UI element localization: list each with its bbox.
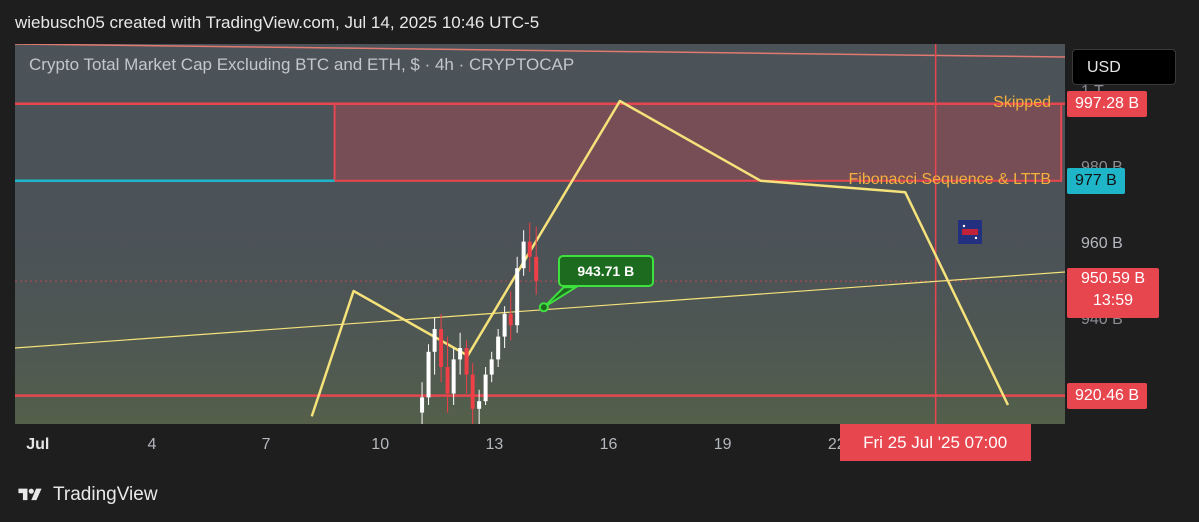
annotation-skipped: Skipped	[993, 93, 1051, 111]
candle-body-9	[477, 401, 482, 409]
tradingview-brand: TradingView	[53, 484, 158, 505]
candle-body-6	[458, 348, 463, 360]
top-trend-line	[15, 44, 1065, 58]
candle-body-13	[502, 313, 507, 337]
last-price-value: 950.59 B	[1080, 270, 1146, 288]
chart-area[interactable]: Crypto Total Market Cap Excluding BTC an…	[15, 44, 1065, 467]
x-tick-label: 10	[371, 436, 390, 453]
y-tick-label: 960 B	[1081, 235, 1123, 253]
candle-body-15	[515, 268, 520, 326]
cursor-time-label: Fri 25 Jul '25 07:00	[839, 424, 1031, 461]
candle-body-14	[508, 313, 513, 326]
flag-icon[interactable]	[958, 220, 982, 244]
x-tick-label: Jul	[26, 436, 50, 453]
candle-body-12	[496, 336, 501, 360]
price-tag-997: 997.28 B	[1067, 90, 1148, 117]
chart-title: Crypto Total Market Cap Excluding BTC an…	[29, 55, 575, 74]
candle-body-8	[470, 374, 475, 409]
price-tag-920: 920.46 B	[1067, 382, 1148, 409]
chart-header: wiebusch05 created with TradingView.com,…	[15, 13, 540, 32]
price-callout[interactable]: 943.71 B	[557, 255, 654, 288]
callout-anchor-point	[538, 302, 549, 313]
annotation-fibonacci: Fibonacci Sequence & LTTB	[848, 170, 1051, 188]
candle-body-11	[489, 359, 494, 375]
candle-body-2	[432, 329, 437, 352]
x-tick-label: 13	[485, 436, 504, 453]
candle-body-18	[534, 256, 539, 282]
callout-pointer	[543, 286, 580, 309]
x-tick-label: 16	[599, 436, 618, 453]
projection-path	[310, 99, 1010, 417]
last-price-tag: 950.59 B 13:59	[1067, 268, 1159, 319]
candle-body-5	[451, 359, 456, 394]
candle-body-1	[426, 351, 431, 398]
currency-button[interactable]: USD	[1072, 49, 1176, 85]
candle-body-4	[445, 367, 450, 394]
countdown-timer: 13:59	[1092, 292, 1134, 310]
candle-body-17	[527, 241, 532, 257]
candle-body-7	[464, 348, 469, 375]
time-axis[interactable]: Jul 4 7 10 13 16 19 22 Fri 25 Jul '25 07:00	[15, 424, 1065, 467]
candle-body-10	[483, 374, 488, 402]
supply-zone	[333, 102, 1063, 182]
candle-body-3	[439, 329, 444, 367]
candle-body-16	[521, 241, 526, 269]
price-tag-977: 977 B	[1067, 167, 1125, 194]
candle-body-0	[420, 397, 425, 413]
footer[interactable]: TradingView	[15, 484, 158, 506]
x-tick-label: 4	[147, 436, 157, 453]
x-tick-label: 7	[261, 436, 271, 453]
chart-svg[interactable]	[15, 44, 1065, 467]
tradingview-logo-icon	[18, 488, 42, 501]
x-tick-label: 19	[713, 436, 732, 453]
